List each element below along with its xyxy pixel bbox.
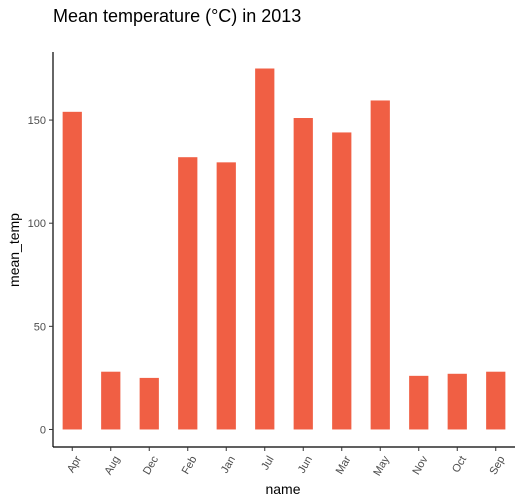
chart-title: Mean temperature (°C) in 2013 [53,6,301,26]
y-tick-label: 100 [28,218,46,230]
bar-oct [447,373,467,430]
x-axis-title: name [265,481,300,497]
x-tick-label: Oct [450,454,469,475]
x-tick-label: Jul [259,454,276,472]
bar-sep [486,371,506,430]
x-tick-label: May [371,454,392,478]
x-tick-label: Dec [141,454,161,477]
x-tick-label: Nov [410,454,430,477]
x-tick-label: Apr [65,454,84,475]
y-tick-label: 50 [34,321,46,333]
x-tick-label: Feb [180,454,200,476]
x-tick-label: Jun [296,454,315,475]
x-tick-label: Aug [102,454,122,477]
bar-dec [139,377,159,430]
x-axis: Apr Aug Dec Feb Jan Jul Jun Mar May Nov Oct Sep [53,446,515,478]
bars-layer [62,68,506,430]
y-axis: 0 50 100 150 [28,52,54,447]
bar-jan [216,162,236,430]
y-tick-label: 150 [28,115,46,127]
bar-mar [332,132,352,430]
bar-feb [178,157,198,430]
y-axis-title: mean_temp [6,213,22,287]
x-tick-label: Sep [487,454,507,477]
bar-aug [101,371,121,430]
bar-jun [293,118,313,430]
x-tick-label: Jan [219,454,238,475]
y-tick-label: 0 [40,424,46,436]
x-tick-label: Mar [334,454,354,477]
bar-jul [255,68,275,430]
bar-may [370,100,390,430]
bar-apr [62,111,82,430]
bar-nov [409,375,429,430]
